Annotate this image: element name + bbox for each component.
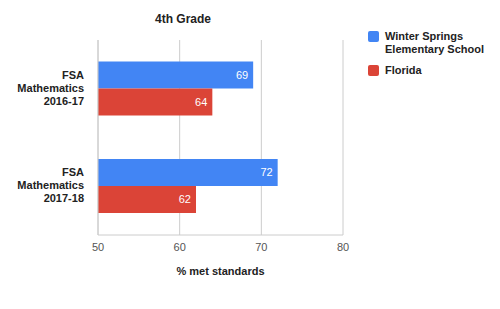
svg-text:% met standards: % met standards — [176, 265, 264, 277]
svg-text:64: 64 — [195, 96, 207, 108]
html-text:Winter Springs Elementary Scho: Winter Springs Elementary School — [385, 30, 484, 55]
svg-text:70: 70 — [255, 241, 267, 253]
svg-text:72: 72 — [260, 166, 272, 178]
svg-text:69: 69 — [236, 69, 248, 81]
svg-text:FSAMathematics2016-17: FSAMathematics2016-17 — [17, 69, 84, 107]
svg-text:60: 60 — [174, 241, 186, 253]
svg-text:FSAMathematics2017-18: FSAMathematics2017-18 — [17, 166, 84, 204]
svg-text:62: 62 — [179, 193, 191, 205]
html-text:Florida: Florida — [385, 64, 422, 76]
svg-text:80: 80 — [337, 241, 349, 253]
html-text:4th Grade: 4th Grade — [155, 12, 211, 26]
svg-text:50: 50 — [92, 241, 104, 253]
